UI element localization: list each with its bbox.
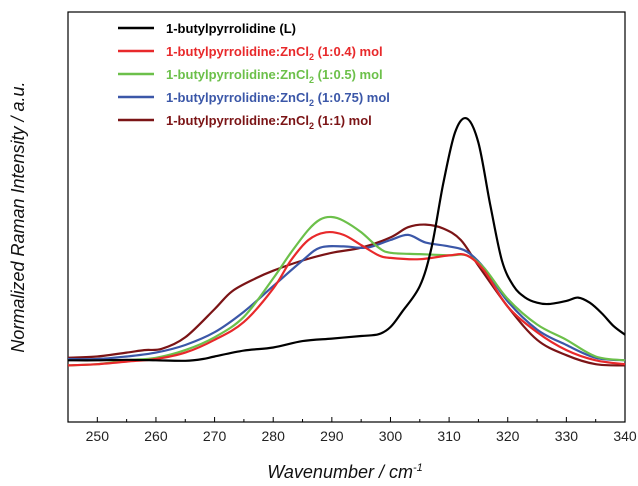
x-tick-label: 260 xyxy=(144,428,168,444)
x-tick-label: 280 xyxy=(262,428,286,444)
series-line-2 xyxy=(67,230,626,367)
legend-label-5: 1-butylpyrrolidine:ZnCl2 (1:1) mol xyxy=(166,113,372,131)
legend-label-1: 1-butylpyrrolidine (L) xyxy=(166,21,296,36)
x-tick-label: 330 xyxy=(555,428,579,444)
x-tick-label: 310 xyxy=(437,428,461,444)
series-line-3 xyxy=(67,215,626,367)
x-tick-label: 270 xyxy=(203,428,227,444)
series-line-1 xyxy=(67,116,626,362)
legend-label-3: 1-butylpyrrolidine:ZnCl2 (1:0.5) mol xyxy=(166,67,383,85)
x-tick-label: 290 xyxy=(320,428,344,444)
legend: 1-butylpyrrolidine (L) 1-butylpyrrolidine… xyxy=(118,21,390,131)
legend-label-4: 1-butylpyrrolidine:ZnCl2 (1:0.75) mol xyxy=(166,90,390,108)
series-layer xyxy=(67,116,626,367)
x-axis-title: Wavenumber / cm-1 xyxy=(267,462,423,482)
x-tick-label: 320 xyxy=(496,428,520,444)
legend-label-2: 1-butylpyrrolidine:ZnCl2 (1:0.4) mol xyxy=(166,44,383,62)
x-tick-label: 340 xyxy=(613,428,637,444)
x-tick-label: 250 xyxy=(86,428,110,444)
plot-frame xyxy=(67,11,626,423)
plot-area: 250 260 270 280 290 300 310 320 330 340 xyxy=(67,11,637,444)
y-axis-title: Normalized Raman Intensity / a.u. xyxy=(8,81,28,352)
x-axis-ticks: 250 260 270 280 290 300 310 320 330 340 xyxy=(67,417,637,444)
x-tick-label: 300 xyxy=(379,428,403,444)
